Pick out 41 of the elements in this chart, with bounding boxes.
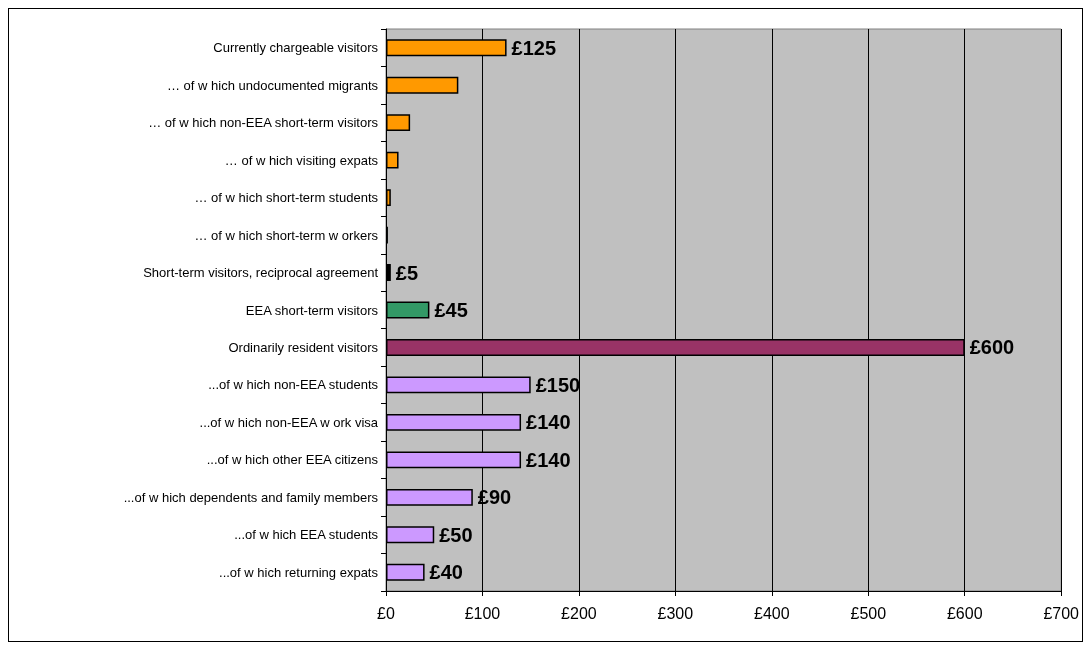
y-tick-label: ...of w hich non-EEA w ork visa bbox=[199, 414, 379, 430]
x-tick-label: £400 bbox=[754, 604, 790, 622]
bar bbox=[386, 189, 391, 207]
y-tick-label: … of w hich short-term students bbox=[194, 190, 379, 206]
data-label: £125 bbox=[511, 36, 557, 59]
data-label: £50 bbox=[439, 523, 473, 546]
data-label: £150 bbox=[535, 373, 581, 396]
x-tick-label: £500 bbox=[850, 604, 887, 622]
y-tick-label: EEA short-term visitors bbox=[245, 302, 379, 318]
x-tick-label: £0 bbox=[377, 604, 395, 622]
y-tick-label: … of w hich visiting expats bbox=[224, 152, 379, 168]
data-label: £5 bbox=[395, 261, 419, 284]
x-tick-label: £300 bbox=[657, 604, 694, 622]
x-tick-label: £100 bbox=[464, 604, 501, 622]
data-label: £45 bbox=[434, 299, 468, 321]
y-tick-label: ...of w hich EEA students bbox=[234, 527, 379, 543]
bar bbox=[386, 264, 391, 281]
data-label: £40 bbox=[429, 561, 463, 584]
y-tick-label: ...of w hich other EEA citizens bbox=[206, 452, 379, 468]
bar bbox=[386, 563, 425, 581]
y-tick-label: … of w hich non-EEA short-term visitors bbox=[148, 115, 379, 131]
bar bbox=[386, 301, 430, 319]
y-tick-label: … of w hich short-term w orkers bbox=[194, 227, 379, 243]
y-tick-label: ...of w hich dependents and family members bbox=[123, 489, 379, 505]
y-tick-label: ...of w hich returning expats bbox=[219, 564, 379, 580]
y-tick-label: Currently chargeable visitors bbox=[213, 40, 379, 56]
y-tick-label: ...of w hich non-EEA students bbox=[208, 377, 379, 393]
x-tick-label: £600 bbox=[946, 604, 983, 622]
bar bbox=[386, 488, 473, 506]
data-label: £140 bbox=[526, 411, 571, 434]
data-label: £140 bbox=[526, 448, 571, 471]
bar bbox=[386, 76, 459, 94]
y-tick-label: Ordinarily resident visitors bbox=[228, 339, 379, 355]
x-tick-label: £700 bbox=[1043, 604, 1080, 622]
y-tick-label: … of w hich undocumented migrants bbox=[167, 77, 379, 93]
data-label: £600 bbox=[969, 336, 1015, 359]
bar bbox=[386, 151, 399, 169]
x-tick-label: £200 bbox=[561, 604, 597, 622]
bar bbox=[386, 114, 411, 132]
bar bbox=[386, 526, 435, 544]
y-tick-label: Short-term visitors, reciprocal agreement bbox=[143, 265, 379, 281]
